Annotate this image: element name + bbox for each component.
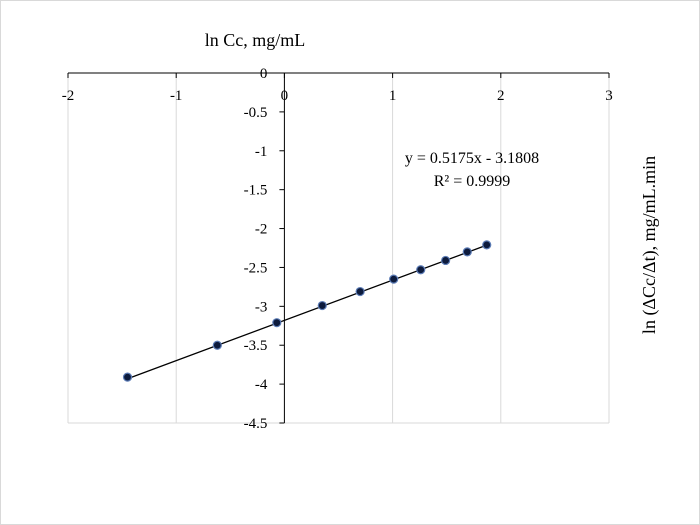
y-tick-label: -4.5 [244,416,268,432]
data-point [355,286,365,297]
data-point [389,274,399,284]
x-tick-labels: -2 -1 0 1 2 3 [62,88,613,104]
data-points [122,240,492,382]
x-tick-label: -2 [62,88,75,104]
x-tick-label: -1 [170,88,183,104]
y-tick-label: -3 [255,299,268,315]
y-tick-label: -3.5 [244,338,268,354]
y-axis-title: ln (ΔCc/Δt), mg/mL.min [639,156,660,334]
y-tick-label: -1 [255,144,268,160]
x-tick-label: 1 [389,88,397,104]
data-point [272,318,282,328]
x-axis-title: ln Cc, mg/mL [205,30,306,50]
trendline [127,244,487,380]
x-tick-label: 3 [605,88,613,104]
y-tick-labels: 0 -0.5 -1 -1.5 -2 -2.5 -3 -3.5 -4 -4.5 [244,66,268,432]
gridlines [67,73,610,424]
y-tick-label: -2 [255,222,268,238]
data-point [482,240,492,250]
trendline-r-squared: R² = 0.9999 [434,173,511,190]
data-point [122,372,133,382]
x-tick-label: 0 [281,88,289,104]
y-tick-label: -1.5 [244,183,268,199]
data-point [441,255,451,266]
data-point [416,265,426,275]
y-tick-label: -4 [255,377,268,393]
trendline-path [127,244,487,380]
y-tick-label: 0 [260,66,268,82]
x-tick-label: 2 [497,88,505,104]
data-point [462,247,472,257]
axes [67,72,610,424]
data-point [317,300,327,311]
y-tick-label: -0.5 [244,105,268,121]
y-tick-label: -2.5 [244,260,268,276]
data-point [212,340,222,350]
trendline-equation: y = 0.5175x - 3.1808 [405,150,539,167]
